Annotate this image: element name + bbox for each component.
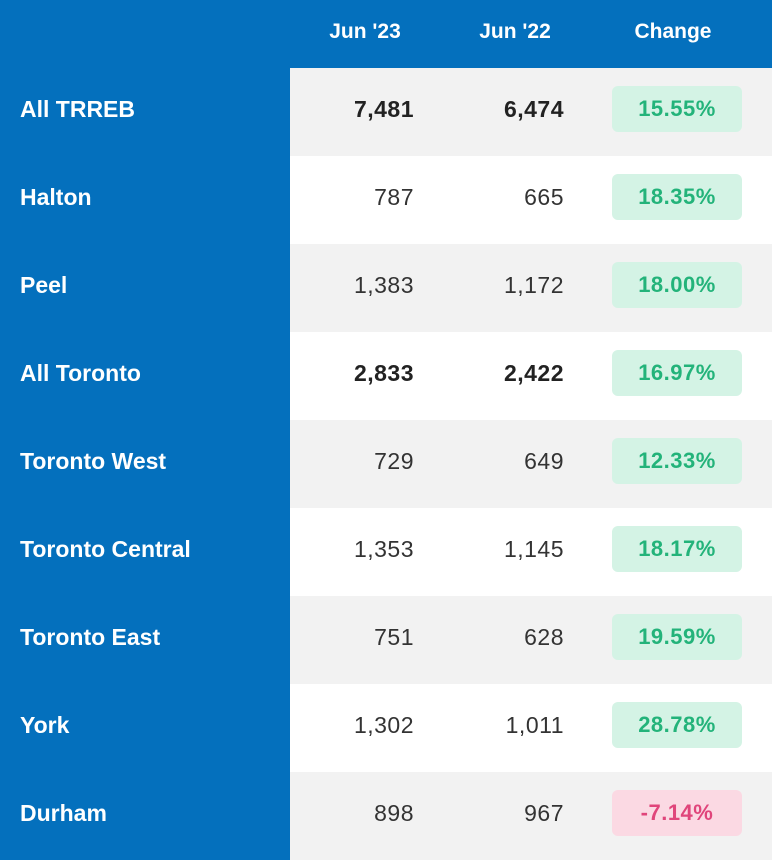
table-row: Peel 1,383 1,172 18.00%	[0, 244, 772, 332]
region-label: All Toronto	[0, 332, 290, 420]
row-cells: 729 649 12.33%	[290, 420, 772, 508]
row-cells: 898 967 -7.14%	[290, 772, 772, 860]
table-row: All TRREB 7,481 6,474 15.55%	[0, 68, 772, 156]
jun23-value: 1,383	[353, 272, 414, 298]
jun23-value: 2,833	[353, 360, 414, 386]
row-cells: 751 628 19.59%	[290, 596, 772, 684]
jun22-value: 628	[524, 624, 564, 650]
jun23-value: 1,353	[353, 536, 414, 562]
jun22-value: 1,011	[505, 712, 564, 738]
region-label: All TRREB	[0, 68, 290, 156]
table-row: Toronto Central 1,353 1,145 18.17%	[0, 508, 772, 596]
table-header: Jun '23 Jun '22 Change	[0, 0, 772, 68]
row-cells: 1,302 1,011 28.78%	[290, 684, 772, 772]
change-badge: 18.17%	[612, 526, 742, 572]
column-header-jun23: Jun '23	[329, 20, 401, 43]
jun22-value: 1,145	[503, 536, 564, 562]
change-badge: 19.59%	[612, 614, 742, 660]
table-row: Halton 787 665 18.35%	[0, 156, 772, 244]
jun23-value: 751	[374, 624, 414, 650]
region-label: Peel	[0, 244, 290, 332]
jun22-value: 665	[524, 184, 564, 210]
column-header-jun22: Jun '22	[479, 20, 551, 43]
table-row: York 1,302 1,011 28.78%	[0, 684, 772, 772]
change-badge: 15.55%	[612, 86, 742, 132]
region-label: Toronto East	[0, 596, 290, 684]
jun22-value: 649	[524, 448, 564, 474]
table-row: Durham 898 967 -7.14%	[0, 772, 772, 860]
jun23-value: 1,302	[353, 712, 414, 738]
row-cells: 2,833 2,422 16.97%	[290, 332, 772, 420]
jun23-value: 729	[374, 448, 414, 474]
row-cells: 1,383 1,172 18.00%	[290, 244, 772, 332]
region-label: Halton	[0, 156, 290, 244]
region-label: York	[0, 684, 290, 772]
region-label: Durham	[0, 772, 290, 860]
change-badge: 18.35%	[612, 174, 742, 220]
jun22-value: 1,172	[503, 272, 564, 298]
region-label: Toronto West	[0, 420, 290, 508]
row-cells: 7,481 6,474 15.55%	[290, 68, 772, 156]
change-badge: 16.97%	[612, 350, 742, 396]
jun22-value: 6,474	[503, 96, 564, 122]
jun23-value: 787	[374, 184, 414, 210]
row-cells: 787 665 18.35%	[290, 156, 772, 244]
region-label: Toronto Central	[0, 508, 290, 596]
change-badge: 28.78%	[612, 702, 742, 748]
row-cells: 1,353 1,145 18.17%	[290, 508, 772, 596]
change-badge: -7.14%	[612, 790, 742, 836]
column-header-change: Change	[634, 20, 712, 43]
jun23-value: 898	[374, 800, 414, 826]
jun23-value: 7,481	[353, 96, 414, 122]
jun22-value: 967	[524, 800, 564, 826]
table-row: Toronto West 729 649 12.33%	[0, 420, 772, 508]
change-badge: 18.00%	[612, 262, 742, 308]
table-row: Toronto East 751 628 19.59%	[0, 596, 772, 684]
jun22-value: 2,422	[503, 360, 564, 386]
change-badge: 12.33%	[612, 438, 742, 484]
table-row: All Toronto 2,833 2,422 16.97%	[0, 332, 772, 420]
